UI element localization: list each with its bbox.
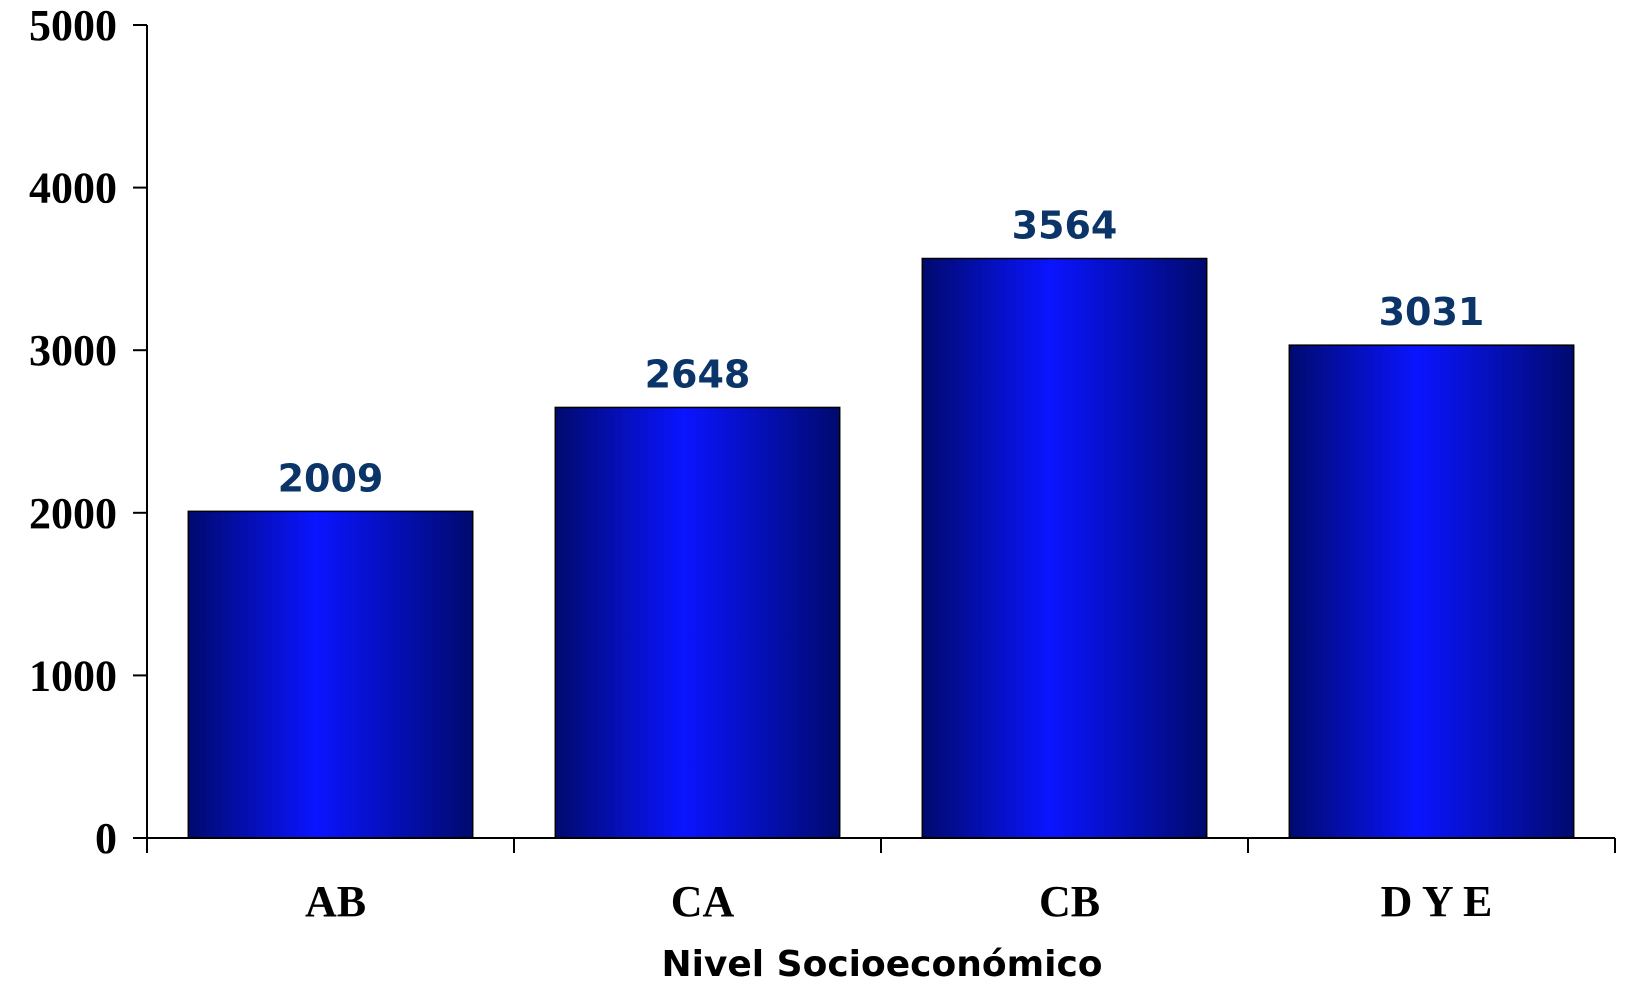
y-tick-label: 3000 [29, 326, 117, 375]
data-labels-group: 2009 2648 3564 3031 [278, 203, 1485, 500]
data-label: 3031 [1379, 290, 1485, 334]
y-tick-label: 0 [95, 814, 117, 863]
data-label: 3564 [1012, 203, 1118, 247]
y-tick-label: 1000 [29, 651, 117, 700]
tick-labels-group: 0 1000 2000 3000 4000 5000 AB CA CB D Y E [29, 1, 1492, 926]
data-label: 2648 [645, 352, 751, 396]
bar-d-y-e [1288, 344, 1575, 839]
x-tick-label: D Y E [1381, 877, 1493, 926]
y-tick-label: 5000 [29, 1, 117, 50]
x-tick-label: AB [305, 877, 366, 926]
data-label: 2009 [278, 456, 384, 500]
y-tick-label: 4000 [29, 164, 117, 213]
x-axis-title: Nivel Socioeconómico [661, 944, 1102, 985]
axes-group [133, 24, 1616, 853]
bars-group [187, 257, 1575, 839]
x-tick-label: CA [671, 877, 735, 926]
y-tick-label: 2000 [29, 489, 117, 538]
bar-cb [921, 257, 1208, 839]
x-tick-label: CB [1039, 877, 1100, 926]
bar-ab [187, 510, 474, 839]
bar-ca [554, 406, 841, 839]
